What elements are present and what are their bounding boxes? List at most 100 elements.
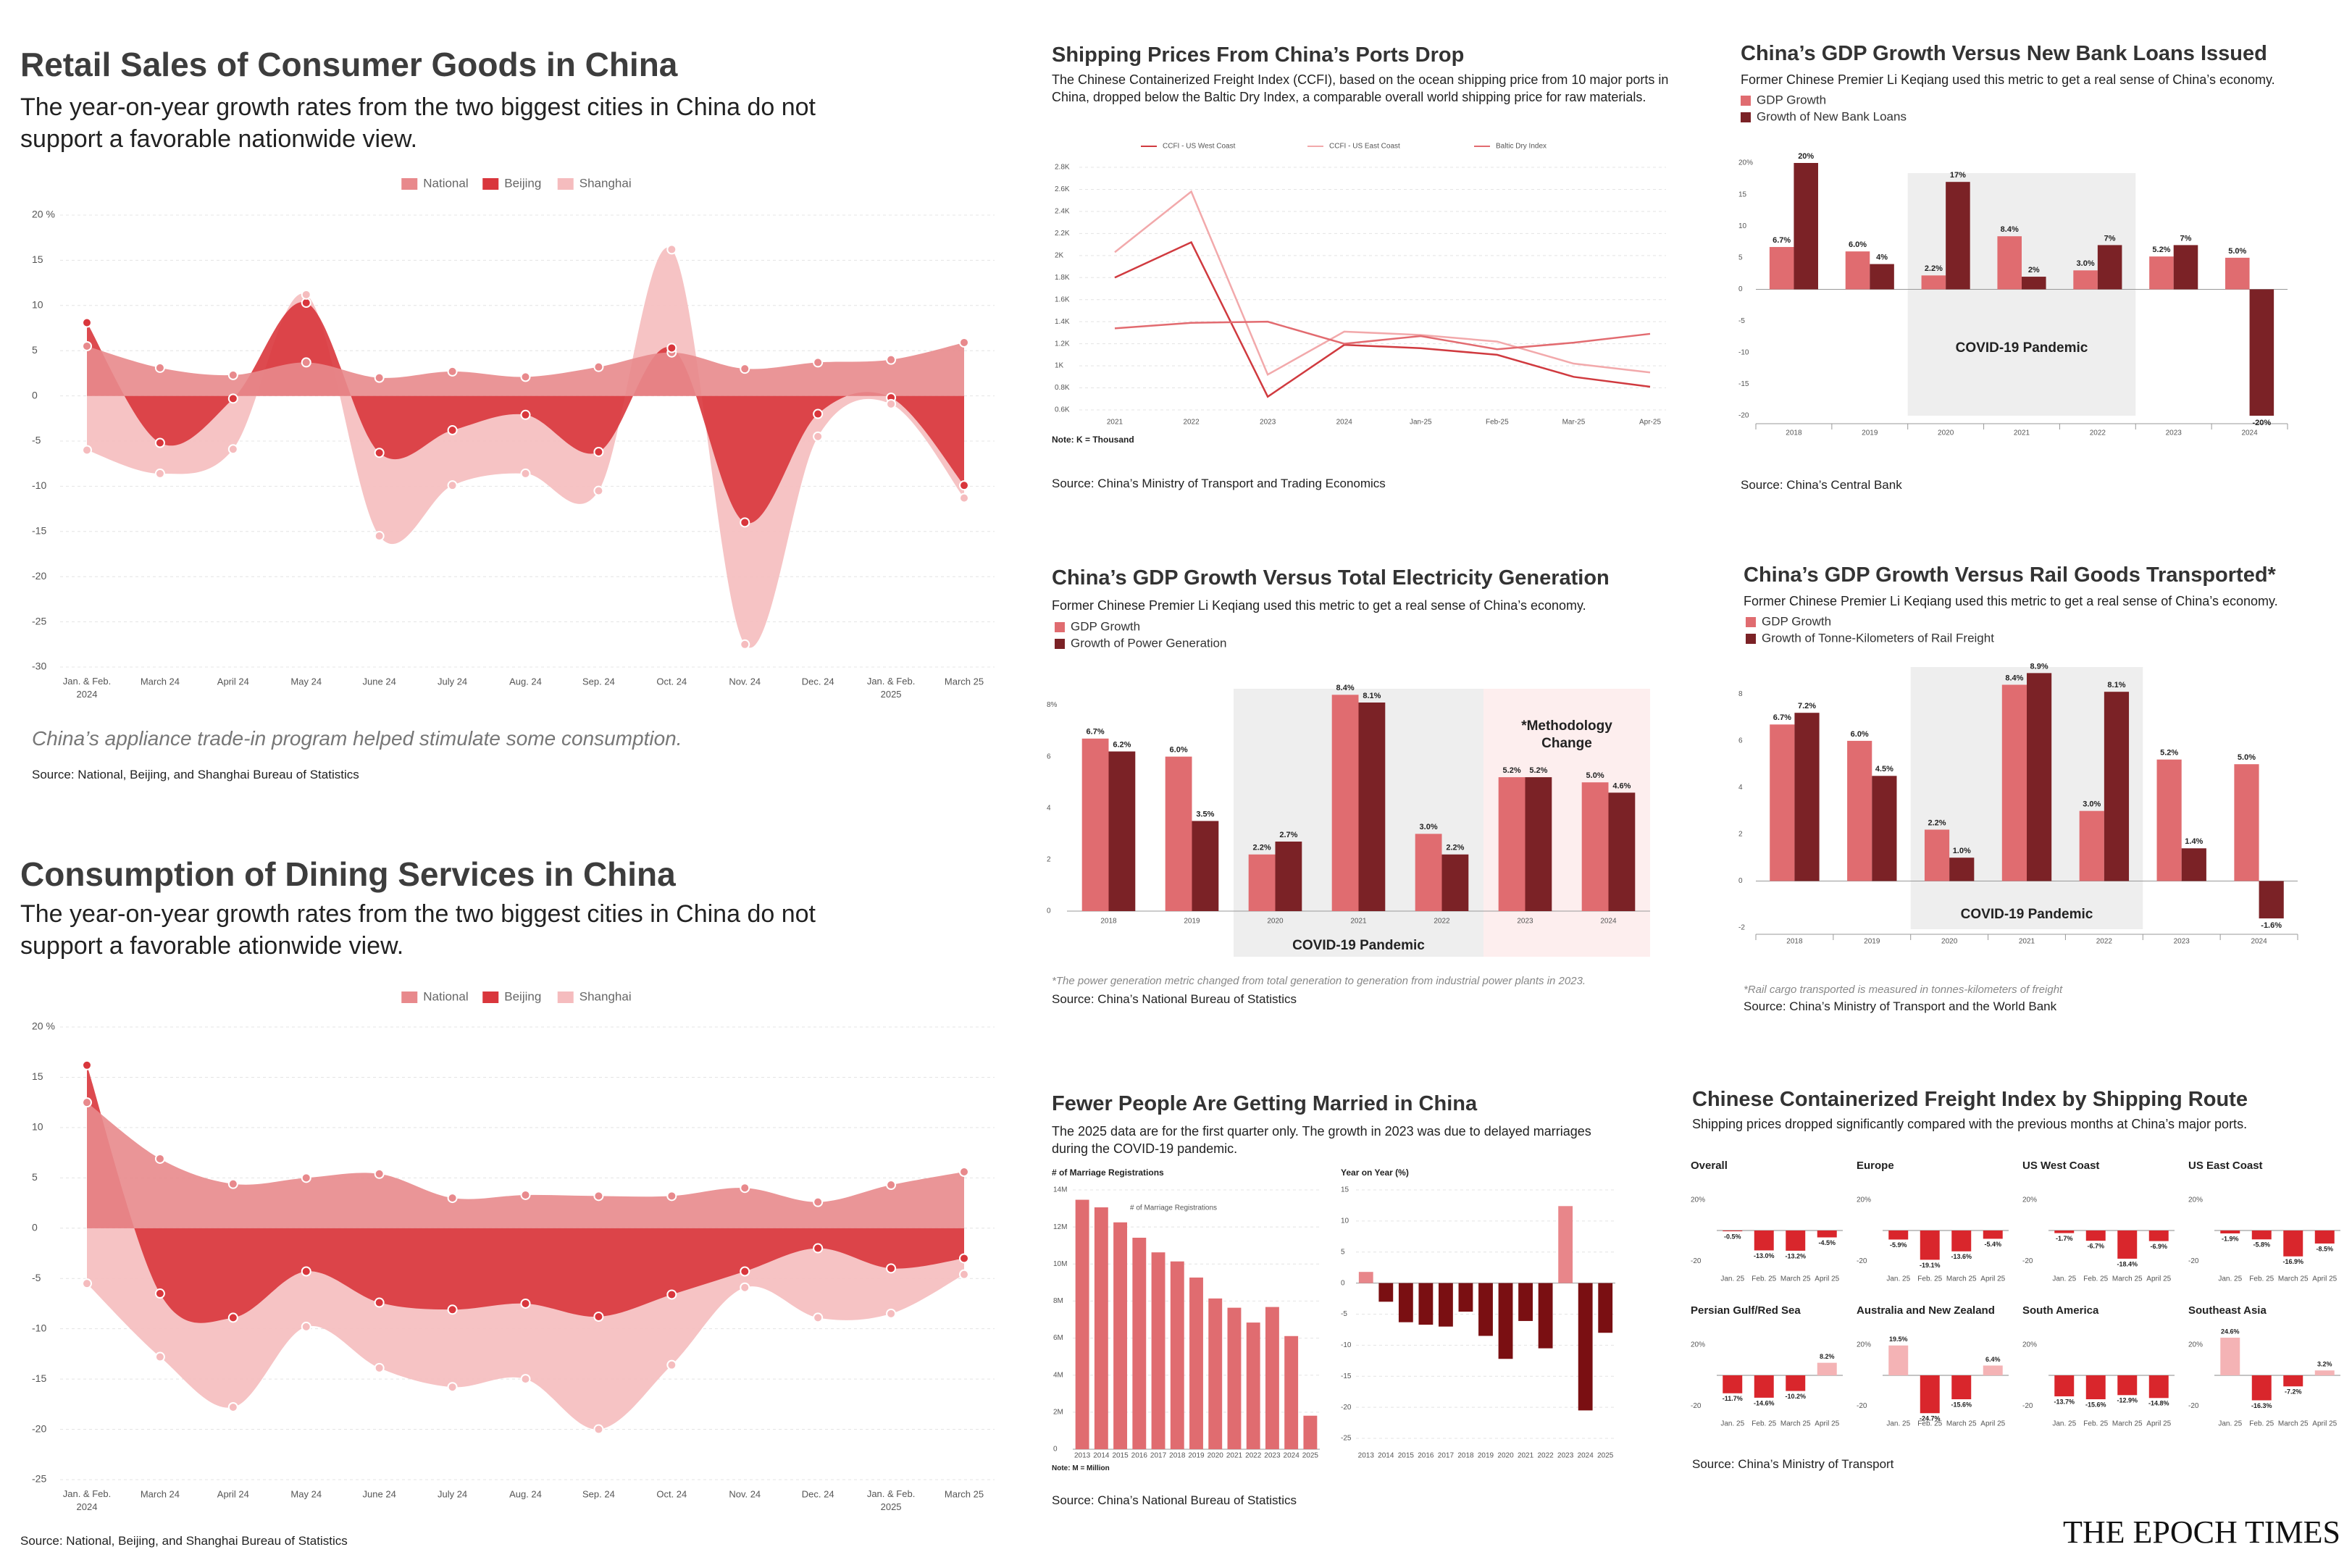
bar [1378, 1283, 1394, 1302]
x-tick-label: 2020 [1941, 938, 1958, 946]
bar [1951, 1230, 1972, 1252]
x-tick-label: 2021 [1226, 1452, 1243, 1460]
point [154, 468, 165, 479]
chart-subtitle: The 2025 data are for the first quarter … [1052, 1124, 1591, 1156]
x-tick-label: 2016 [1418, 1452, 1434, 1460]
point [447, 1193, 458, 1204]
y-tick-label: -20 [32, 570, 46, 582]
bar [2148, 1375, 2169, 1399]
point [82, 445, 92, 456]
x-tick-label: 2022 [2096, 938, 2113, 946]
y-tick-label: 20% [2188, 1196, 2203, 1204]
legend-label: CCFI - US West Coast [1163, 143, 1236, 151]
point [886, 1308, 897, 1319]
y-tick-label: 20 % [32, 209, 55, 220]
legend-swatch [482, 991, 499, 1003]
y-tick-label: 5 [1341, 1248, 1345, 1256]
y-tick-label: 20% [1691, 1341, 1705, 1349]
point [227, 444, 238, 455]
x-tick-label: March 25 [1946, 1275, 1977, 1283]
y-tick-label: 8% [1047, 701, 1058, 709]
y-tick-label: 5 [32, 344, 38, 356]
shade-label: COVID-19 Pandemic [1961, 907, 2093, 922]
bar [1418, 1283, 1434, 1325]
value-label: 4.5% [1875, 765, 1893, 773]
value-label: 6.7% [1773, 713, 1791, 722]
y-tick-label: -2 [1738, 924, 1745, 932]
chart-subtitle: Former Chinese Premier Li Keqiang used t… [1741, 72, 2275, 87]
y-tick-label: 15 [32, 1070, 43, 1082]
point [813, 357, 824, 368]
shade-label: *Methodology Change [1521, 718, 1612, 751]
y-tick-label: 20% [2188, 1341, 2203, 1349]
value-label: 5.2% [2160, 749, 2178, 758]
point [301, 1266, 311, 1277]
x-tick-label: 2021 [2014, 429, 2030, 437]
bar [2097, 245, 2122, 290]
chart-subtitle: The year-on-year growth rates from the t… [20, 93, 816, 153]
point [374, 372, 385, 383]
point [886, 354, 897, 365]
brand: THE EPOCH TIMES [2063, 1514, 2340, 1550]
bar [2001, 684, 2027, 881]
source: Source: China’s Ministry of Transport [1692, 1457, 1894, 1471]
bar [1920, 1230, 1940, 1260]
x-tick-label: March 25 [1780, 1420, 1811, 1428]
value-label: 17% [1950, 171, 1966, 180]
point [813, 1196, 824, 1207]
point [666, 1359, 677, 1370]
bar [1946, 182, 1970, 290]
bar [1983, 1365, 2003, 1375]
area [87, 1228, 964, 1430]
value-label: 6.0% [1851, 730, 1869, 739]
bar [1498, 1283, 1513, 1359]
x-tick-label: 2014 [1378, 1452, 1394, 1460]
x-tick-label: 2025 [1302, 1452, 1319, 1460]
bar [2117, 1230, 2138, 1259]
value-label: -5.9% [1890, 1241, 1907, 1249]
x-tick-label: 2017 [1150, 1452, 1167, 1460]
value-label: -5.4% [1984, 1241, 2001, 1248]
x-tick-label: Feb-25 [1486, 419, 1509, 427]
point [740, 1266, 750, 1277]
y-tick-label: 10 [1341, 1217, 1349, 1225]
value-label: 7.2% [1798, 702, 1816, 710]
y-tick-label: 2M [1053, 1408, 1063, 1416]
point [227, 393, 238, 404]
y-tick-label: 8M [1053, 1297, 1063, 1305]
bar [2259, 881, 2284, 919]
value-label: 5.0% [2238, 753, 2256, 762]
y-tick-label: -25 [32, 615, 46, 626]
panel-title: Persian Gulf/Red Sea [1691, 1304, 1801, 1317]
point [154, 1288, 165, 1299]
bar [1108, 751, 1136, 911]
value-label: -4.5% [1818, 1239, 1836, 1246]
x-tick-label: Apr-25 [1639, 419, 1661, 427]
bar [1246, 1322, 1260, 1449]
x-tick-label: March 25 [945, 676, 984, 687]
bar [2251, 1375, 2272, 1401]
area [87, 1102, 964, 1228]
point [520, 409, 531, 420]
y-tick-label: -5 [32, 435, 41, 446]
x-tick-label: Feb. 25 [1752, 1420, 1776, 1428]
bar [2173, 245, 2198, 290]
point [740, 364, 750, 374]
y-tick-label: -25 [1341, 1435, 1352, 1443]
value-label: -5.8% [2253, 1241, 2270, 1249]
point [82, 1060, 92, 1070]
y-tick-label: 0 [32, 389, 38, 401]
y-tick-label: 4 [1738, 784, 1743, 792]
x-tick-label: March 25 [2278, 1420, 2309, 1428]
bar [1478, 1283, 1493, 1336]
bar [1949, 858, 1975, 881]
value-label: 5.0% [2228, 247, 2246, 256]
bar [1165, 756, 1192, 911]
y-tick-label: 1.2K [1055, 340, 1070, 348]
legend-label: National [423, 989, 468, 1003]
y-tick-label: -5 [32, 1272, 41, 1283]
value-label: -18.4% [2117, 1260, 2138, 1267]
bar [1754, 1230, 1774, 1251]
point [447, 1382, 458, 1393]
bar [2249, 289, 2274, 416]
